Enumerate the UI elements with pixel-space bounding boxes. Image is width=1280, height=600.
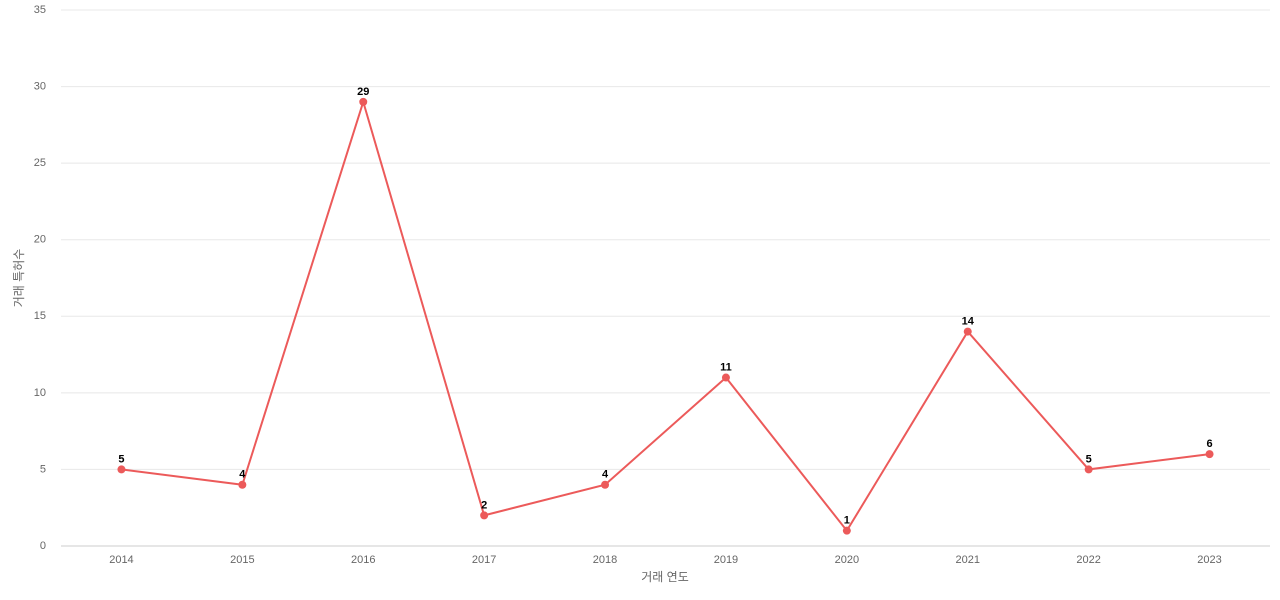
data-point <box>359 97 368 106</box>
data-point <box>238 480 247 489</box>
x-tick-label: 2021 <box>956 554 980 566</box>
data-label: 5 <box>118 453 124 465</box>
data-point <box>842 526 851 535</box>
data-label: 5 <box>1086 453 1092 465</box>
data-point <box>721 373 730 382</box>
data-label: 6 <box>1206 438 1212 450</box>
y-tick-label: 35 <box>34 4 46 16</box>
data-label: 4 <box>602 469 609 481</box>
x-tick-label: 2017 <box>472 554 496 566</box>
x-tick-label: 2015 <box>230 554 254 566</box>
data-label: 14 <box>962 316 975 328</box>
y-tick-label: 0 <box>40 540 46 552</box>
x-tick-label: 2019 <box>714 554 738 566</box>
data-point <box>1084 465 1093 474</box>
y-tick-label: 25 <box>34 157 46 169</box>
y-tick-label: 30 <box>34 80 46 92</box>
x-tick-label: 2020 <box>835 554 859 566</box>
data-point <box>963 327 972 336</box>
y-tick-label: 5 <box>40 463 46 475</box>
x-tick-label: 2014 <box>109 554 133 566</box>
data-label: 11 <box>720 361 732 373</box>
y-tick-label: 10 <box>34 387 46 399</box>
x-tick-label: 2018 <box>593 554 617 566</box>
data-label: 4 <box>239 469 246 481</box>
data-label: 1 <box>844 515 850 527</box>
x-tick-label: 2023 <box>1197 554 1221 566</box>
data-label: 2 <box>481 499 487 511</box>
data-point <box>1205 450 1214 459</box>
y-tick-label: 15 <box>34 310 46 322</box>
y-tick-label: 20 <box>34 234 46 246</box>
series-line <box>121 98 1210 533</box>
data-point <box>480 511 489 520</box>
x-tick-label: 2016 <box>351 554 375 566</box>
x-axis-label: 거래 연도 <box>641 570 689 584</box>
x-tick-label: 2022 <box>1076 554 1100 566</box>
y-axis-label: 거래 특허수 <box>12 249 26 308</box>
data-point <box>601 480 610 489</box>
data-label: 29 <box>357 86 369 98</box>
data-point <box>117 465 126 474</box>
